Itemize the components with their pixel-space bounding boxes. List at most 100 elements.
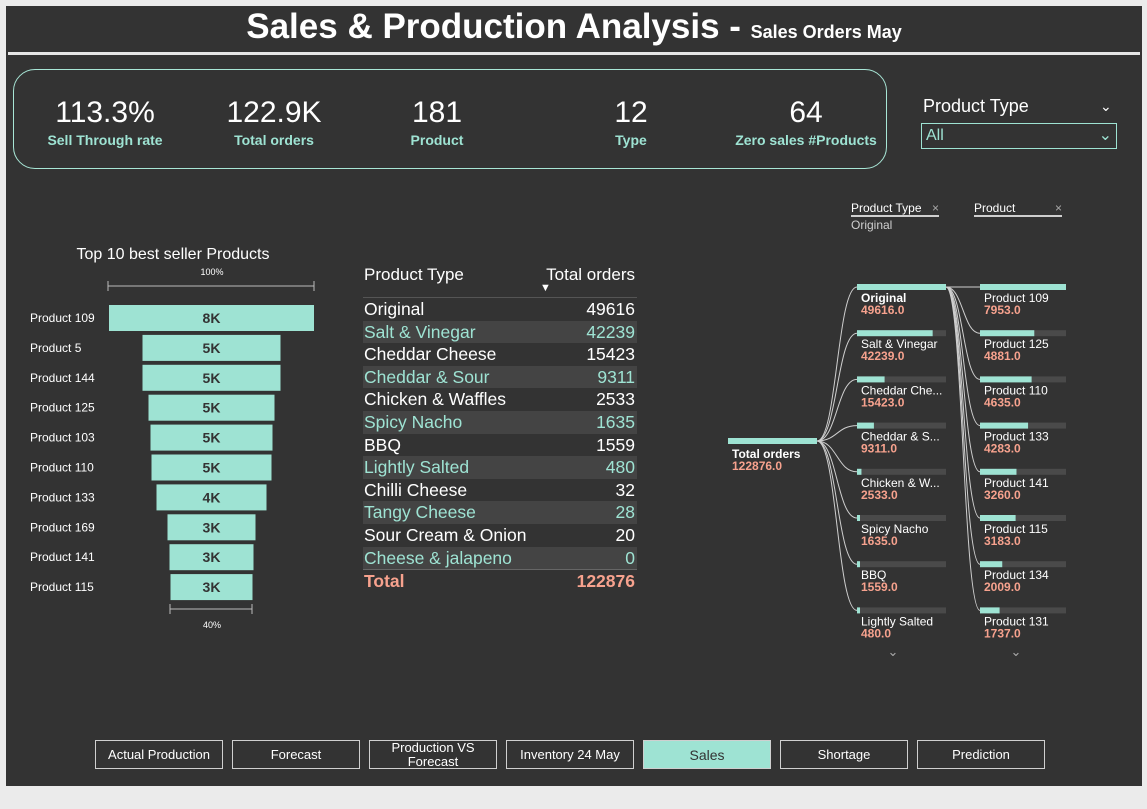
funnel-bar[interactable]	[151, 454, 272, 481]
table-row[interactable]: Lightly Salted 480	[363, 456, 637, 479]
funnel-product-label: Product 115	[30, 580, 94, 594]
product-type-node[interactable]: Cheddar & S...9311.0	[857, 422, 946, 456]
kpi-total-orders: 122.9K Total orders	[209, 98, 339, 149]
node-bar-track	[980, 468, 1066, 475]
table-row[interactable]: Chicken & Waffles 2533	[363, 388, 637, 411]
cell-product-type: Chilli Cheese	[364, 479, 468, 500]
table-row[interactable]: Original 49616	[363, 298, 637, 321]
table-row[interactable]: Tangy Cheese 28	[363, 501, 637, 524]
node-value: 2009.0	[984, 580, 1021, 594]
tree-selected-filter: Original	[851, 218, 893, 232]
node-bar-fill	[980, 376, 1032, 383]
cell-total-orders: 20	[615, 524, 635, 545]
funnel-product-label: Product 110	[30, 461, 94, 475]
tree-link	[945, 286, 981, 565]
funnel-row[interactable]: Product 109 8K	[30, 305, 314, 331]
funnel-row[interactable]: Product 5 5K	[30, 334, 281, 361]
funnel-product-label: Product 144	[30, 371, 95, 385]
total-value: 122876	[576, 571, 635, 592]
funnel-row[interactable]: Product 110 5K	[30, 454, 272, 481]
table-row[interactable]: Cheese & jalapeno 0	[363, 546, 637, 570]
close-icon[interactable]: ×	[931, 201, 939, 215]
tree-link	[816, 440, 858, 473]
chevron-down-icon[interactable]: ⌄	[1100, 98, 1112, 114]
funnel-bar[interactable]	[109, 305, 314, 331]
table-row[interactable]: Salt & Vinegar 42239	[363, 320, 637, 344]
table-row[interactable]: Spicy Nacho 1635	[363, 410, 637, 434]
node-label: Product 125	[984, 337, 1049, 351]
table-row[interactable]: Chilli Cheese 32	[363, 479, 637, 502]
product-type-node[interactable]: Cheddar Che...15423.0	[857, 376, 946, 409]
nav-button-sales[interactable]: Sales	[643, 740, 771, 769]
nav-button-shortage[interactable]: Shortage	[780, 740, 908, 769]
node-bar-fill	[857, 607, 860, 614]
node-value: 1737.0	[984, 626, 1021, 640]
tree-root-node[interactable]: Total orders 122876.0	[728, 438, 817, 473]
funnel-bar[interactable]	[167, 514, 256, 541]
nav-button-production-vs-forecast[interactable]: Production VS Forecast	[369, 740, 497, 769]
product-type-table: Product Type Total orders ▼ Original 4961…	[363, 264, 637, 593]
cell-product-type: Cheddar & Sour	[364, 366, 490, 387]
nav-button-prediction[interactable]: Prediction	[917, 740, 1045, 769]
title-bar: Sales & Production Analysis - Sales Orde…	[8, 6, 1140, 55]
node-bar-track	[857, 607, 946, 614]
tree-header-product-type: Product Type ×	[851, 201, 939, 217]
funnel-row[interactable]: Product 133 4K	[30, 484, 267, 511]
funnel-bar-label: 4K	[203, 489, 221, 505]
funnel-bar[interactable]	[142, 334, 281, 361]
funnel-bar[interactable]	[148, 394, 275, 421]
cell-total-orders: 15423	[586, 344, 635, 365]
tree-link	[816, 425, 858, 442]
funnel-row[interactable]: Product 141 3K	[30, 544, 254, 571]
cell-product-type: BBQ	[364, 434, 401, 455]
nav-button-actual-production[interactable]: Actual Production	[95, 740, 223, 769]
node-label: Product 109	[984, 291, 1049, 305]
node-bar-fill	[980, 607, 1000, 614]
table-row[interactable]: Cheddar Cheese 15423	[363, 343, 637, 366]
tree-link	[945, 286, 981, 380]
funnel-row[interactable]: Product 125 5K	[30, 394, 275, 421]
funnel-row[interactable]: Product 169 3K	[30, 514, 256, 541]
node-bar-fill	[980, 515, 1016, 521]
node-value: 42239.0	[861, 349, 905, 363]
chevron-down-icon[interactable]: ⌄	[1011, 644, 1022, 659]
funnel-bar[interactable]	[150, 424, 273, 451]
node-label: Cheddar Che...	[861, 383, 942, 397]
table-row[interactable]: BBQ 1559	[363, 434, 637, 457]
chevron-down-icon[interactable]: ⌄	[888, 644, 899, 659]
node-value: 2533.0	[861, 488, 898, 502]
funnel-bar[interactable]	[170, 574, 253, 601]
close-icon[interactable]: ×	[1054, 201, 1062, 215]
funnel-row[interactable]: Product 115 3K	[30, 574, 253, 601]
tree-link	[945, 286, 981, 473]
column-header-total-orders[interactable]: Total orders	[546, 265, 635, 284]
product-type-node[interactable]: Chicken & W...2533.0	[857, 468, 946, 502]
nav-button-inventory-24-may[interactable]: Inventory 24 May	[506, 740, 634, 769]
funnel-bar[interactable]	[142, 364, 281, 391]
node-label: BBQ	[861, 568, 886, 582]
funnel-bar[interactable]	[156, 484, 267, 511]
funnel-bar[interactable]	[169, 544, 254, 571]
funnel-row[interactable]: Product 103 5K	[30, 424, 273, 451]
nav-button-forecast[interactable]: Forecast	[232, 740, 360, 769]
product-type-dropdown[interactable]: All ⌄	[921, 123, 1117, 149]
cell-total-orders: 1635	[596, 411, 635, 432]
table-row[interactable]: Cheddar & Sour 9311	[363, 365, 637, 389]
sort-desc-icon[interactable]: ▼	[540, 282, 551, 294]
table-row[interactable]: Sour Cream & Onion 20	[363, 524, 637, 547]
column-header-product-type[interactable]: Product Type	[364, 265, 464, 284]
funnel-row[interactable]: Product 144 5K	[30, 364, 281, 391]
